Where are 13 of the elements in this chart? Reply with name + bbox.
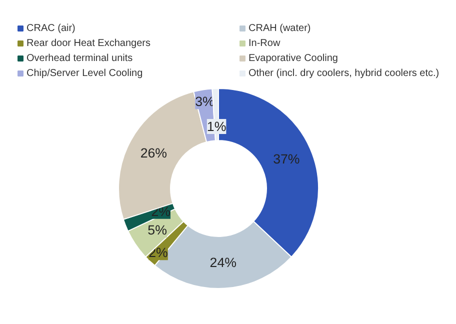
data-label: 26% bbox=[140, 145, 168, 160]
data-label: 1% bbox=[206, 119, 226, 134]
data-label: 5% bbox=[148, 222, 168, 238]
data-label: 37% bbox=[273, 152, 300, 167]
data-label: 24% bbox=[210, 254, 237, 270]
legend-label: Chip/Server Level Cooling bbox=[26, 68, 143, 79]
legend-label: Evaporative Cooling bbox=[248, 53, 338, 64]
legend-label: Other (incl. dry coolers, hybrid coolers etc.) bbox=[248, 68, 440, 79]
legend-label: Rear door Heat Exchangers bbox=[26, 38, 150, 49]
legend-label: In-Row bbox=[248, 38, 281, 49]
legend-label: CRAC (air) bbox=[26, 23, 76, 34]
legend-label: Overhead terminal units bbox=[26, 53, 133, 64]
legend-label: CRAH (water) bbox=[248, 23, 311, 34]
